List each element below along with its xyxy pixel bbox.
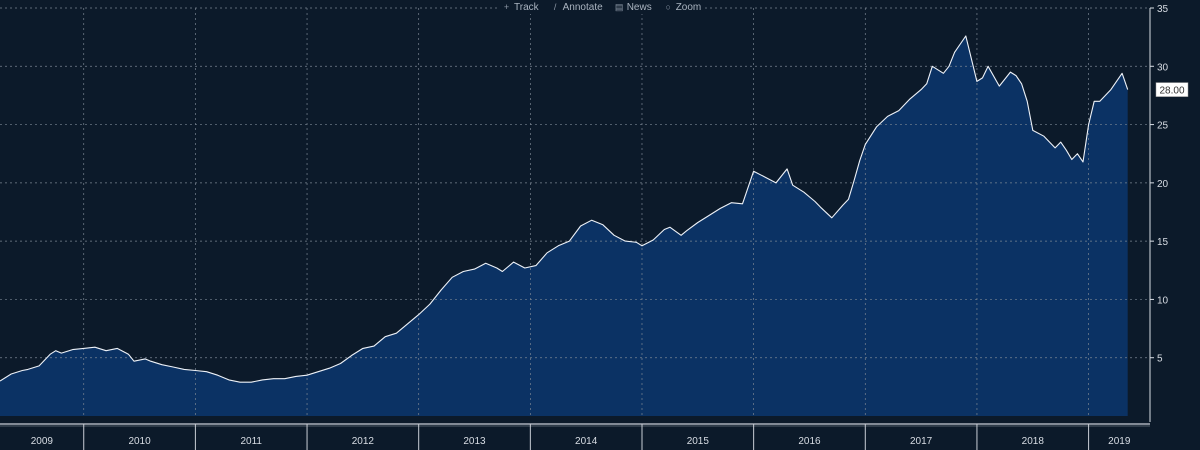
- x-tick-label: 2013: [463, 436, 486, 447]
- news-icon: ▤: [614, 1, 624, 12]
- zoom-button[interactable]: ○ Zoom: [664, 1, 702, 13]
- news-label: News: [626, 1, 652, 13]
- series-line: [0, 35, 1129, 383]
- x-tick-label: 2016: [798, 436, 821, 447]
- track-button[interactable]: + Track: [502, 2, 539, 13]
- x-tick-label: 2014: [575, 436, 598, 447]
- chart-toolbar: + Track / Annotate ▤ News ○ Zoom: [498, 0, 706, 14]
- y-tick-label: 30: [1157, 62, 1169, 73]
- annotate-label: Annotate: [562, 1, 603, 13]
- last-price-label: 28.00: [1159, 86, 1184, 97]
- y-tick-label: 35: [1157, 4, 1169, 15]
- y-tick-label: 20: [1157, 179, 1169, 190]
- x-tick-label: 2017: [910, 436, 933, 447]
- y-tick-label: 10: [1157, 295, 1169, 306]
- series-area: [0, 36, 1128, 416]
- news-button[interactable]: ▤ News: [615, 2, 652, 13]
- x-tick-label: 2011: [240, 436, 262, 447]
- annotate-button[interactable]: / Annotate: [551, 2, 603, 13]
- y-tick-label: 25: [1157, 121, 1169, 132]
- last-price-badge: [1155, 82, 1189, 97]
- x-tick-label: 2012: [352, 436, 375, 447]
- x-tick-label: 2010: [128, 436, 151, 447]
- crosshair-icon: +: [503, 2, 510, 12]
- x-tick-label: 2009: [31, 436, 54, 447]
- magnifier-icon: ○: [665, 2, 671, 12]
- y-tick-label: 5: [1157, 354, 1163, 365]
- x-tick-label: 2019: [1108, 436, 1131, 447]
- track-label: Track: [514, 1, 539, 13]
- y-tick-label: 15: [1157, 237, 1169, 248]
- zoom-label: Zoom: [675, 1, 702, 13]
- x-tick-label: 2015: [687, 436, 710, 447]
- pencil-icon: /: [553, 2, 557, 12]
- x-tick-label: 2018: [1022, 436, 1045, 447]
